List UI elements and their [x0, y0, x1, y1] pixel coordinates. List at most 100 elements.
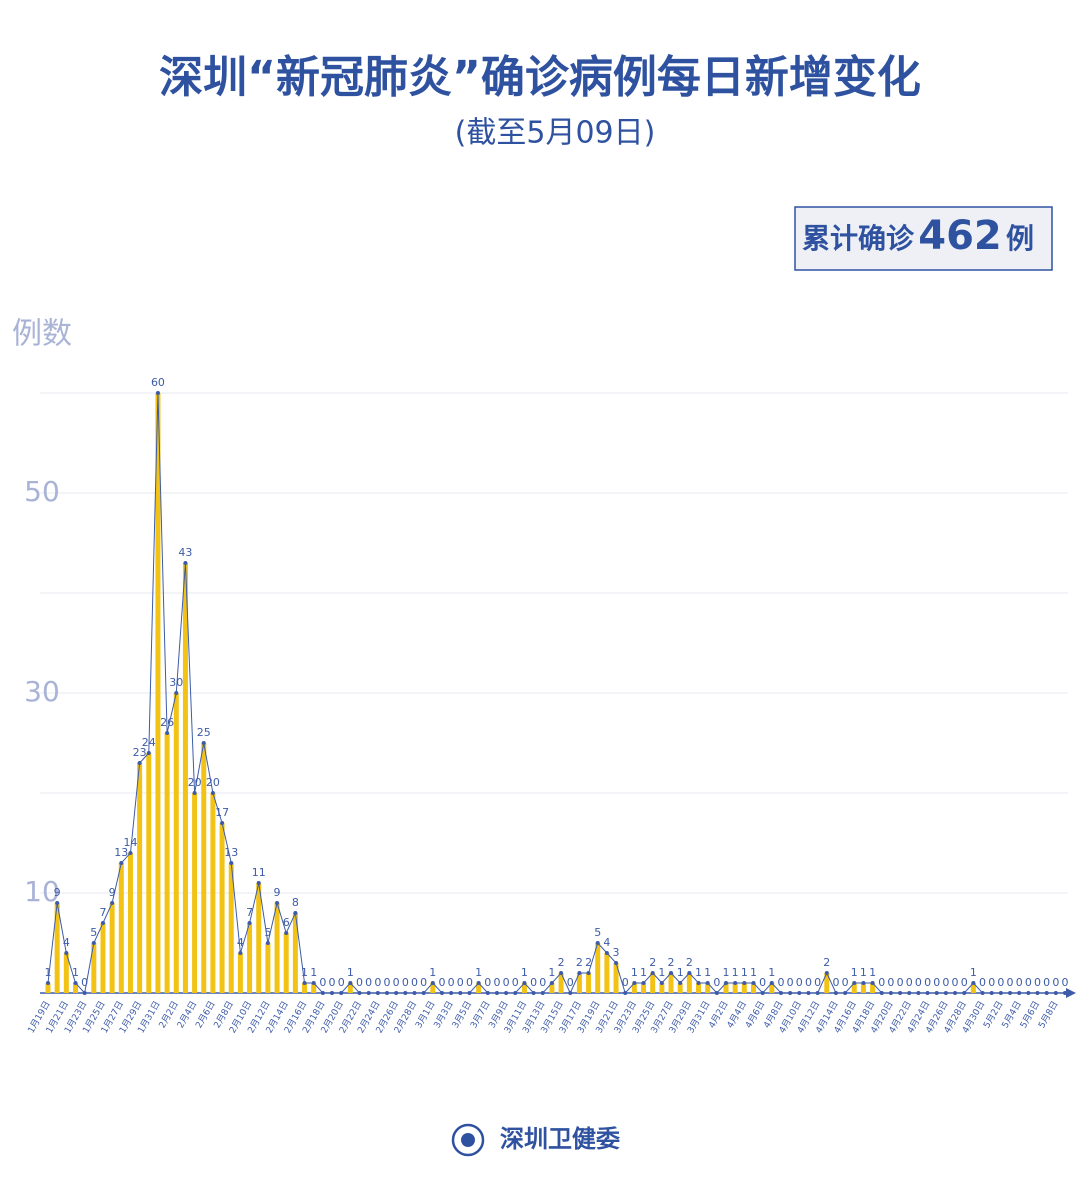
area-bar	[91, 943, 97, 993]
data-label: 24	[142, 736, 156, 749]
data-label: 26	[160, 716, 174, 729]
point	[778, 991, 783, 995]
point	[348, 981, 353, 985]
point	[201, 741, 206, 745]
data-label: 30	[169, 676, 183, 689]
area-bar	[256, 883, 262, 993]
data-label: 5	[594, 926, 601, 939]
data-label: 0	[1016, 976, 1023, 989]
point	[55, 901, 60, 905]
data-label: 20	[188, 776, 202, 789]
area-bar	[192, 793, 198, 993]
data-label: 11	[252, 866, 266, 879]
area-bar	[311, 983, 317, 993]
point	[742, 981, 747, 985]
area-bar	[137, 763, 143, 993]
point	[751, 981, 756, 985]
data-label: 1	[45, 966, 52, 979]
axis-arrow	[1066, 988, 1076, 998]
data-label: 1	[310, 966, 317, 979]
point	[394, 991, 399, 995]
area-bar	[769, 983, 775, 993]
point	[375, 991, 380, 995]
data-label: 0	[1025, 976, 1032, 989]
area-bar	[164, 733, 170, 993]
area-bar	[576, 973, 582, 993]
point	[1063, 991, 1067, 995]
area-bar	[604, 953, 610, 993]
area-bar	[677, 983, 683, 993]
point	[650, 971, 655, 975]
point	[953, 991, 958, 995]
point	[357, 991, 362, 995]
data-label: 0	[420, 976, 427, 989]
point	[714, 991, 719, 995]
point	[925, 991, 930, 995]
point	[696, 981, 701, 985]
point	[210, 791, 215, 795]
area-bar	[558, 973, 564, 993]
point	[980, 991, 985, 995]
chart-title: 深圳“新冠肺炎”确诊病例每日新增变化	[159, 52, 921, 103]
y-tick-label: 50	[24, 475, 60, 508]
point	[522, 981, 527, 985]
point	[568, 991, 573, 995]
point	[247, 921, 252, 925]
data-label: 0	[411, 976, 418, 989]
data-label: 1	[301, 966, 308, 979]
data-label: 0	[713, 976, 720, 989]
data-label: 1	[750, 966, 757, 979]
data-label: 13	[114, 846, 128, 859]
area-bar	[45, 983, 51, 993]
y-tick-label: 30	[24, 675, 60, 708]
point	[238, 951, 243, 955]
data-label: 0	[503, 976, 510, 989]
area-bar	[54, 903, 60, 993]
data-label: 0	[832, 976, 839, 989]
area-bar	[292, 913, 298, 993]
point	[1035, 991, 1040, 995]
point	[641, 981, 646, 985]
data-label: 20	[206, 776, 220, 789]
area-bar	[219, 823, 225, 993]
data-label: 0	[539, 976, 546, 989]
data-label: 0	[942, 976, 949, 989]
area-bar	[521, 983, 527, 993]
data-label: 0	[512, 976, 519, 989]
area-bar	[347, 983, 353, 993]
area-bar	[182, 563, 188, 993]
point	[320, 991, 325, 995]
data-label: 0	[1043, 976, 1050, 989]
point	[146, 751, 151, 755]
data-label: 0	[997, 976, 1004, 989]
area-bar	[237, 953, 243, 993]
point	[1053, 991, 1058, 995]
area-bar	[650, 973, 656, 993]
total-value: 462	[918, 213, 1002, 259]
point	[833, 991, 838, 995]
point	[513, 991, 518, 995]
point	[220, 821, 225, 825]
data-label: 4	[603, 936, 610, 949]
data-label: 0	[924, 976, 931, 989]
area-bar	[173, 693, 179, 993]
point	[934, 991, 939, 995]
point	[870, 981, 875, 985]
data-label: 1	[677, 966, 684, 979]
point	[275, 901, 280, 905]
data-label: 0	[988, 976, 995, 989]
data-label: 1	[970, 966, 977, 979]
point	[1017, 991, 1022, 995]
point	[733, 981, 738, 985]
data-label: 0	[1052, 976, 1059, 989]
point	[1044, 991, 1049, 995]
area-bar	[741, 983, 747, 993]
data-label: 0	[622, 976, 629, 989]
point	[137, 761, 142, 765]
point	[73, 981, 78, 985]
area-bar	[118, 863, 124, 993]
area-bar	[127, 853, 133, 993]
area-bar	[302, 983, 308, 993]
area-bar	[586, 973, 592, 993]
area-bar	[247, 923, 253, 993]
